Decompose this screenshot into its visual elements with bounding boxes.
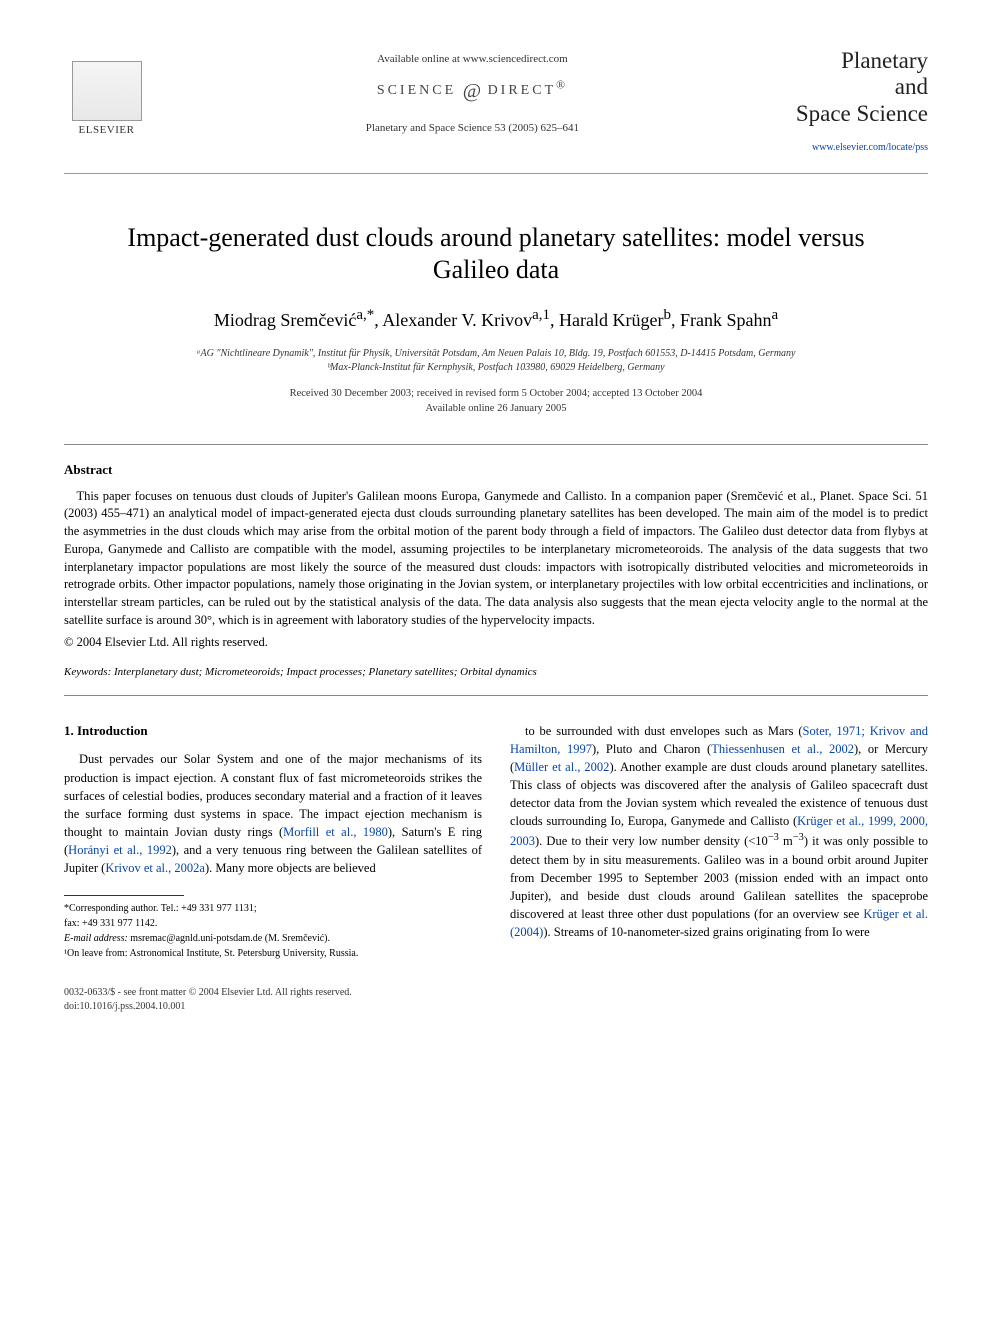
introduction-heading: 1. Introduction — [64, 722, 482, 741]
email-label: E-mail address: — [64, 933, 128, 944]
science-direct-logo: SCIENCE @ DIRECT® — [149, 77, 796, 105]
dates-line2: Available online 26 January 2005 — [64, 402, 928, 417]
abstract-copyright: © 2004 Elsevier Ltd. All rights reserved… — [64, 634, 928, 652]
corresponding-author: *Corresponding author. Tel.: +49 331 977… — [64, 902, 482, 916]
header-center: Available online at www.sciencedirect.co… — [149, 48, 796, 137]
elsevier-logo: ELSEVIER — [64, 48, 149, 138]
bottom-meta: 0032-0633/$ - see front matter © 2004 El… — [64, 986, 928, 1014]
journal-title-box: Planetary and Space Science www.elsevier… — [796, 48, 928, 157]
dates-line1: Received 30 December 2003; received in r… — [64, 387, 928, 402]
email-address: msremac@agnld.uni-potsdam.de (M. Sremčev… — [130, 933, 330, 944]
abstract-text: This paper focuses on tenuous dust cloud… — [64, 488, 928, 630]
affiliation-b: ᵇMax-Planck-Institut für Kernphysik, Pos… — [64, 361, 928, 375]
footnotes: *Corresponding author. Tel.: +49 331 977… — [64, 902, 482, 961]
intro-paragraph-2: to be surrounded with dust envelopes suc… — [510, 722, 928, 942]
pre-abstract-rule — [64, 444, 928, 445]
affiliation-a: ᵃAG "Nichtlineare Dynamik", Institut für… — [64, 347, 928, 361]
elsevier-label: ELSEVIER — [79, 123, 135, 138]
submission-dates: Received 30 December 2003; received in r… — [64, 387, 928, 416]
header-top-row: ELSEVIER Available online at www.science… — [64, 48, 928, 157]
abstract-heading: Abstract — [64, 461, 928, 479]
front-matter-line: 0032-0633/$ - see front matter © 2004 El… — [64, 986, 928, 1000]
author-list: Miodrag Sremčevića,*, Alexander V. Krivo… — [64, 305, 928, 333]
doi-line: doi:10.1016/j.pss.2004.10.001 — [64, 1000, 928, 1014]
elsevier-tree-icon — [72, 61, 142, 121]
paper-title: Impact-generated dust clouds around plan… — [124, 222, 868, 287]
affiliations: ᵃAG "Nichtlineare Dynamik", Institut für… — [64, 347, 928, 375]
keywords-label: Keywords: — [64, 666, 111, 678]
keywords-line: Keywords: Interplanetary dust; Micromete… — [64, 665, 928, 680]
intro-paragraph-1: Dust pervades our Solar System and one o… — [64, 750, 482, 877]
abstract-paragraph: This paper focuses on tenuous dust cloud… — [64, 488, 928, 630]
corresponding-email: E-mail address: msremac@agnld.uni-potsda… — [64, 932, 482, 946]
available-online-text: Available online at www.sciencedirect.co… — [149, 52, 796, 67]
body-columns: 1. Introduction Dust pervades our Solar … — [64, 722, 928, 963]
journal-name-line1: Planetary — [841, 48, 928, 73]
keywords-list: Interplanetary dust; Micrometeoroids; Im… — [114, 666, 537, 678]
journal-name-line2: and — [895, 74, 928, 99]
post-abstract-rule — [64, 695, 928, 696]
journal-url-link[interactable]: www.elsevier.com/locate/pss — [812, 142, 928, 153]
paper-header: ELSEVIER Available online at www.science… — [64, 48, 928, 186]
footnote-1: ¹On leave from: Astronomical Institute, … — [64, 947, 482, 961]
footnote-rule — [64, 895, 184, 896]
corresponding-fax: fax: +49 331 977 1142. — [64, 917, 482, 931]
journal-name: Planetary and Space Science — [796, 48, 928, 127]
header-divider — [64, 173, 928, 174]
citation-line: Planetary and Space Science 53 (2005) 62… — [149, 121, 796, 136]
journal-name-line3: Space Science — [796, 101, 928, 126]
